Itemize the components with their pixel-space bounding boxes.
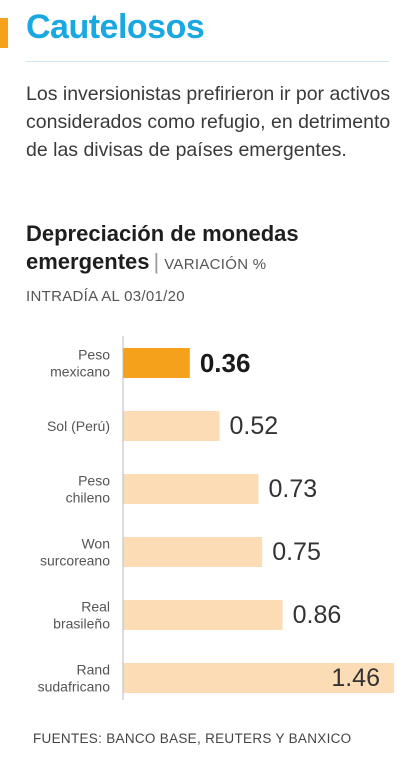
category-label: Won bbox=[81, 536, 110, 552]
bar bbox=[123, 663, 394, 693]
data-label: 0.52 bbox=[230, 412, 279, 440]
bar bbox=[123, 537, 263, 567]
data-label: 0.86 bbox=[293, 601, 342, 629]
category-label: Peso bbox=[78, 347, 110, 363]
data-label: 0.36 bbox=[200, 348, 251, 378]
category-label: mexicano bbox=[50, 364, 110, 380]
chart-subtitle-date: INTRADÍA AL 03/01/20 bbox=[26, 288, 185, 305]
data-label: 1.46 bbox=[331, 664, 380, 692]
category-label: Real bbox=[81, 599, 110, 615]
headline: Cautelosos bbox=[26, 8, 205, 46]
accent-bar bbox=[0, 18, 8, 48]
source-note: FUENTES: BANCO BASE, REUTERS Y BANXICO bbox=[33, 731, 352, 746]
category-label: Sol (Perú) bbox=[47, 418, 110, 434]
category-label: Rand bbox=[77, 662, 110, 678]
category-label: sudafricano bbox=[38, 679, 111, 695]
chart-title-block: Depreciación de monedas emergentes | VARIA… bbox=[26, 220, 396, 279]
chart-subtitle: VARIACIÓN % bbox=[164, 256, 267, 273]
bar bbox=[123, 411, 220, 441]
bar bbox=[123, 474, 259, 504]
bar bbox=[123, 348, 190, 378]
bar bbox=[123, 600, 283, 630]
category-label: brasileño bbox=[53, 616, 110, 632]
category-label: surcoreano bbox=[40, 553, 110, 569]
data-label: 0.75 bbox=[272, 538, 321, 566]
chart-title: Depreciación de monedas emergentes bbox=[26, 221, 299, 274]
intro-text: Los inversionistas prefirieron ir por ac… bbox=[26, 83, 391, 161]
title-separator: | bbox=[153, 249, 160, 274]
category-label: Peso bbox=[78, 473, 110, 489]
data-label: 0.73 bbox=[269, 475, 318, 503]
divider bbox=[26, 61, 389, 62]
category-label: chileno bbox=[66, 490, 111, 506]
